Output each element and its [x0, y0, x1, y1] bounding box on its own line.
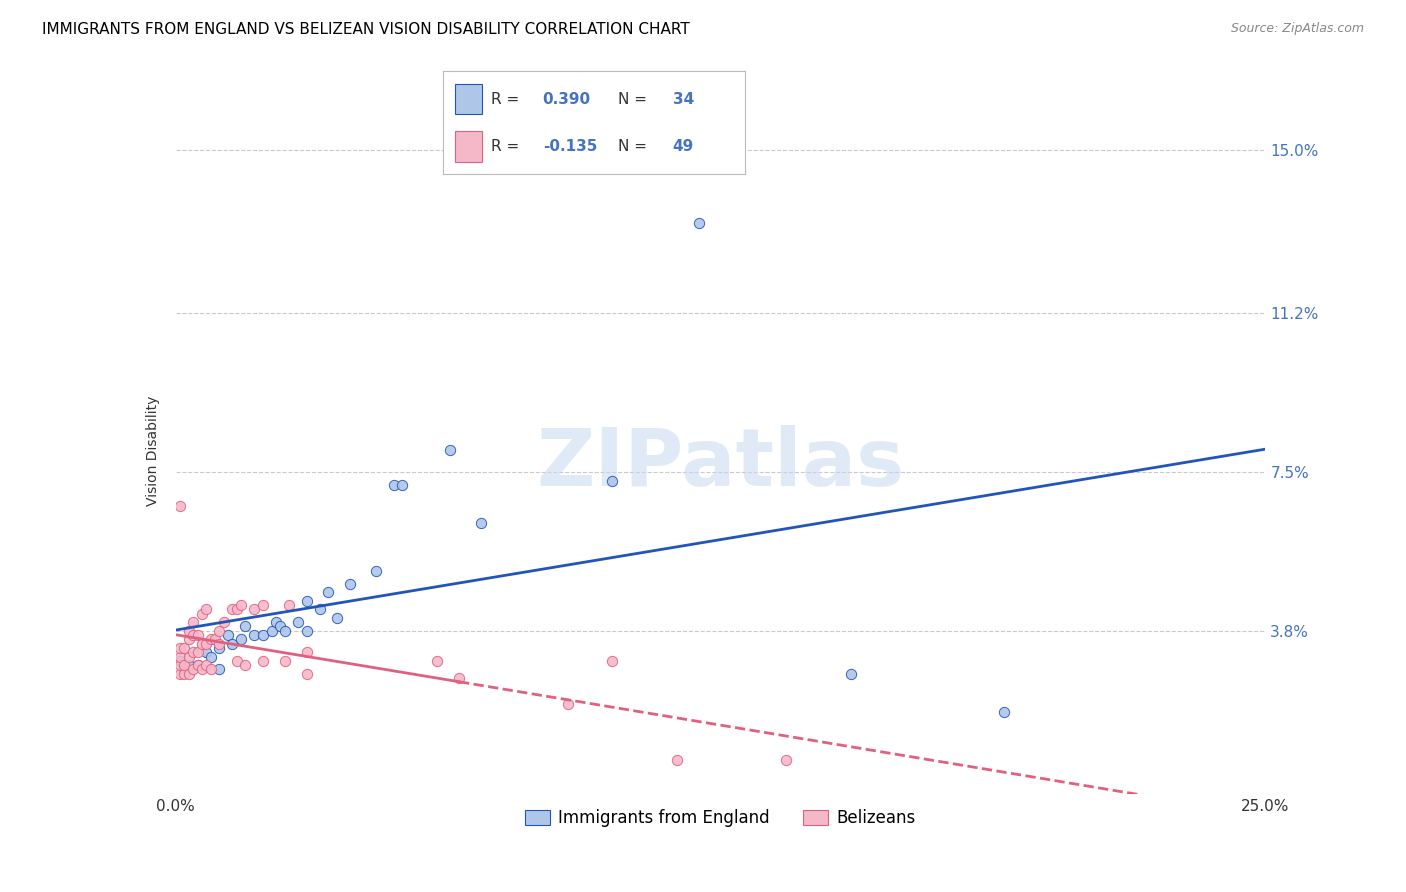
Point — [208, 637, 231, 651]
Point — [177, 624, 200, 638]
Point — [181, 645, 204, 659]
Point — [252, 598, 274, 612]
Text: N =: N = — [619, 92, 647, 106]
Point — [186, 658, 209, 673]
Bar — [456, 131, 482, 161]
Point — [200, 662, 222, 676]
Point — [195, 658, 218, 673]
Point — [666, 753, 689, 767]
Point — [841, 666, 863, 681]
Point — [186, 645, 209, 659]
Point — [287, 615, 309, 630]
Point — [295, 645, 318, 659]
Point — [212, 615, 235, 630]
Point — [225, 602, 247, 616]
Point — [600, 654, 623, 668]
Point — [295, 666, 318, 681]
Text: Source: ZipAtlas.com: Source: ZipAtlas.com — [1230, 22, 1364, 36]
Point — [221, 602, 243, 616]
Point — [557, 697, 579, 711]
Point — [260, 624, 283, 638]
Point — [177, 658, 200, 673]
Text: -0.135: -0.135 — [543, 139, 598, 153]
Point — [318, 585, 340, 599]
Point — [274, 624, 297, 638]
Point — [993, 706, 1015, 720]
Point — [177, 632, 200, 647]
Point — [339, 576, 361, 591]
Text: N =: N = — [619, 139, 647, 153]
Point — [200, 649, 222, 664]
Point — [177, 649, 200, 664]
Point — [186, 628, 209, 642]
Point — [169, 500, 191, 514]
Point — [225, 654, 247, 668]
Point — [278, 598, 301, 612]
Point — [274, 654, 297, 668]
Point — [470, 516, 492, 531]
Point — [391, 478, 413, 492]
Point — [688, 216, 710, 230]
Point — [200, 632, 222, 647]
Point — [181, 662, 204, 676]
Point — [326, 611, 349, 625]
Point — [169, 658, 191, 673]
Point — [169, 649, 191, 664]
Point — [195, 637, 218, 651]
Point — [295, 593, 318, 607]
Point — [181, 628, 204, 642]
Point — [186, 658, 209, 673]
Point — [775, 753, 797, 767]
Point — [195, 645, 218, 659]
Point — [269, 619, 291, 633]
Point — [173, 658, 195, 673]
Point — [195, 602, 218, 616]
Point — [252, 628, 274, 642]
Text: 0.390: 0.390 — [543, 92, 591, 106]
Point — [204, 632, 226, 647]
Point — [308, 602, 330, 616]
Text: IMMIGRANTS FROM ENGLAND VS BELIZEAN VISION DISABILITY CORRELATION CHART: IMMIGRANTS FROM ENGLAND VS BELIZEAN VISI… — [42, 22, 690, 37]
Text: 34: 34 — [672, 92, 695, 106]
Point — [264, 615, 287, 630]
Point — [295, 624, 318, 638]
Point — [169, 666, 191, 681]
Point — [235, 619, 257, 633]
Point — [173, 666, 195, 681]
Point — [208, 640, 231, 655]
Point — [217, 628, 239, 642]
Text: R =: R = — [491, 139, 519, 153]
Point — [191, 637, 214, 651]
Point — [181, 615, 204, 630]
Bar — [456, 84, 482, 114]
Point — [169, 640, 191, 655]
Point — [177, 666, 200, 681]
Point — [243, 602, 266, 616]
Point — [243, 628, 266, 642]
Point — [426, 654, 449, 668]
Point — [231, 598, 253, 612]
Point — [382, 478, 405, 492]
Point — [221, 637, 243, 651]
Point — [208, 662, 231, 676]
Point — [231, 632, 253, 647]
Point — [447, 671, 470, 685]
Point — [173, 640, 195, 655]
Point — [366, 564, 388, 578]
Point — [191, 607, 214, 621]
Text: R =: R = — [491, 92, 519, 106]
Point — [235, 658, 257, 673]
Text: 49: 49 — [672, 139, 695, 153]
Point — [173, 662, 195, 676]
Point — [439, 443, 461, 458]
Legend: Immigrants from England, Belizeans: Immigrants from England, Belizeans — [519, 802, 922, 834]
Text: ZIPatlas: ZIPatlas — [537, 425, 904, 503]
Y-axis label: Vision Disability: Vision Disability — [146, 395, 160, 506]
Point — [208, 624, 231, 638]
Point — [252, 654, 274, 668]
Point — [600, 474, 623, 488]
Point — [191, 662, 214, 676]
Point — [169, 654, 191, 668]
